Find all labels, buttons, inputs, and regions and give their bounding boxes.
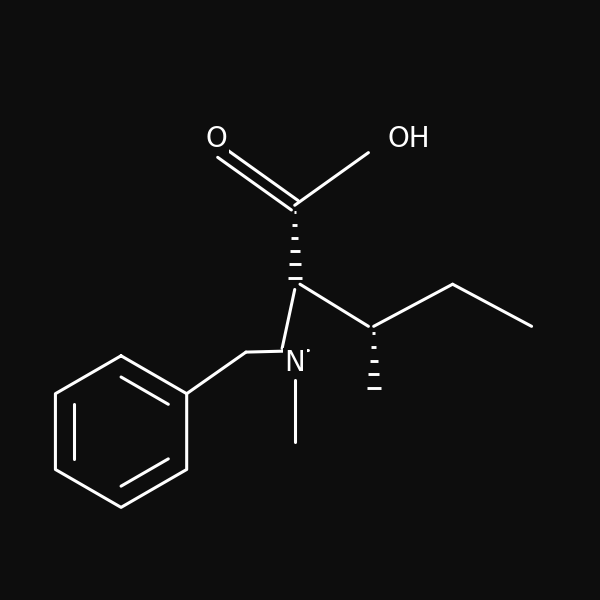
Text: N: N (284, 349, 305, 377)
Text: OH: OH (388, 125, 430, 153)
Text: O: O (206, 125, 228, 153)
